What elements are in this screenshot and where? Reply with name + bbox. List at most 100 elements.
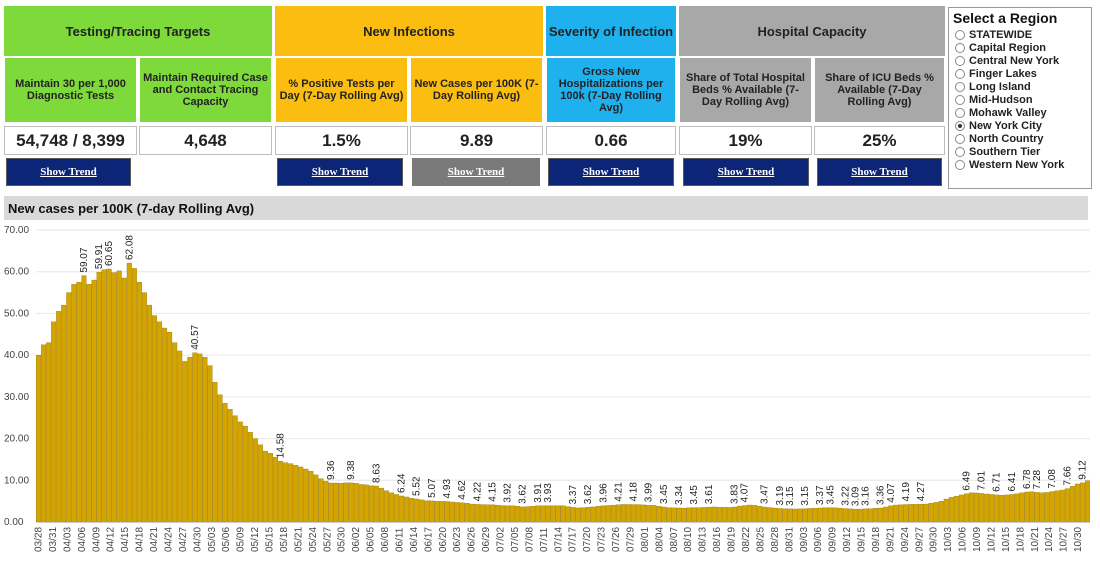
bar bbox=[1074, 483, 1080, 523]
x-tick-label: 07/02 bbox=[496, 527, 507, 552]
metric-hospital-beds: Share of Total Hospital Beds % Available… bbox=[679, 57, 812, 155]
show-trend-button-diagnostic-tests[interactable]: Show Trend bbox=[6, 158, 131, 186]
bar bbox=[530, 505, 536, 523]
bar bbox=[777, 508, 783, 523]
show-trend-button-hospital-beds[interactable]: Show Trend bbox=[683, 158, 809, 186]
x-tick-label: 04/27 bbox=[178, 527, 189, 552]
bar bbox=[298, 466, 304, 523]
x-tick-label: 09/21 bbox=[885, 527, 896, 552]
show-trend-button-icu-beds[interactable]: Show Trend bbox=[817, 158, 942, 186]
region-option[interactable]: STATEWIDE bbox=[953, 28, 1087, 41]
region-option-label: STATEWIDE bbox=[969, 28, 1033, 41]
region-option-label: Mohawk Valley bbox=[969, 106, 1047, 119]
bar bbox=[863, 508, 869, 523]
region-option[interactable]: Finger Lakes bbox=[953, 67, 1087, 80]
bar bbox=[752, 505, 758, 523]
region-option[interactable]: North Country bbox=[953, 132, 1087, 145]
x-tick-label: 10/12 bbox=[986, 527, 997, 552]
bar bbox=[338, 483, 344, 523]
metric-new-cases: New Cases per 100K (7-Day Rolling Avg) 9… bbox=[410, 57, 543, 155]
bar bbox=[91, 279, 97, 523]
bar bbox=[1079, 482, 1085, 523]
metric-label: Gross New Hospitalizations per 100k (7-D… bbox=[546, 57, 676, 123]
group-header-testing: Testing/Tracing Targets bbox=[4, 6, 272, 56]
bar bbox=[726, 507, 732, 523]
radio-icon[interactable] bbox=[955, 120, 965, 131]
data-label: 3.47 bbox=[760, 484, 771, 504]
bar bbox=[1014, 493, 1020, 523]
x-tick-label: 05/15 bbox=[265, 527, 276, 552]
bar bbox=[1034, 492, 1040, 523]
bar bbox=[1085, 480, 1090, 523]
bar bbox=[116, 270, 122, 523]
x-tick-label: 08/10 bbox=[683, 527, 694, 552]
data-label: 4.27 bbox=[916, 481, 927, 501]
bar bbox=[237, 421, 243, 523]
bar bbox=[631, 504, 637, 523]
show-trend-button-positive-rate[interactable]: Show Trend bbox=[277, 158, 403, 186]
bar bbox=[489, 504, 495, 523]
data-label: 9.38 bbox=[346, 460, 357, 480]
region-option[interactable]: Mid-Hudson bbox=[953, 93, 1087, 106]
radio-icon[interactable] bbox=[955, 68, 965, 79]
bar bbox=[81, 275, 87, 523]
bar bbox=[787, 508, 793, 523]
x-tick-label: 04/30 bbox=[192, 527, 203, 552]
show-trend-button-new-cases[interactable]: Show Trend bbox=[412, 158, 540, 186]
region-option-label: Mid-Hudson bbox=[969, 93, 1033, 106]
bar bbox=[883, 506, 889, 523]
data-label: 3.62 bbox=[583, 484, 594, 504]
radio-icon[interactable] bbox=[955, 146, 965, 157]
region-option[interactable]: Southern Tier bbox=[953, 145, 1087, 158]
x-tick-label: 08/28 bbox=[770, 527, 781, 552]
x-tick-label: 07/23 bbox=[597, 527, 608, 552]
data-label: 4.21 bbox=[613, 482, 624, 502]
region-option[interactable]: Central New York bbox=[953, 54, 1087, 67]
x-tick-label: 05/12 bbox=[250, 527, 261, 552]
bar bbox=[797, 508, 803, 523]
bar bbox=[500, 505, 505, 523]
x-tick-label: 10/15 bbox=[1001, 527, 1012, 552]
radio-icon[interactable] bbox=[955, 133, 965, 144]
bar bbox=[141, 292, 147, 523]
data-label: 3.22 bbox=[840, 486, 851, 506]
radio-icon[interactable] bbox=[955, 29, 965, 40]
bar bbox=[979, 493, 985, 523]
show-trend-button-hospitalizations[interactable]: Show Trend bbox=[548, 158, 674, 186]
region-option[interactable]: Western New York bbox=[953, 158, 1087, 171]
region-option[interactable]: New York City bbox=[953, 119, 1087, 132]
radio-icon[interactable] bbox=[955, 81, 965, 92]
data-label: 3.19 bbox=[775, 486, 786, 506]
y-tick-label: 30.00 bbox=[4, 392, 29, 403]
region-option[interactable]: Capital Region bbox=[953, 41, 1087, 54]
x-tick-label: 09/27 bbox=[914, 527, 925, 552]
data-label: 3.15 bbox=[800, 486, 811, 506]
bar bbox=[126, 262, 132, 523]
region-option[interactable]: Long Island bbox=[953, 80, 1087, 93]
data-label: 4.22 bbox=[472, 481, 483, 501]
bar bbox=[772, 507, 778, 523]
radio-icon[interactable] bbox=[955, 42, 965, 53]
bar bbox=[439, 501, 445, 523]
data-label: 5.52 bbox=[412, 476, 423, 496]
bar bbox=[429, 500, 435, 523]
bar bbox=[414, 498, 420, 523]
bar bbox=[278, 461, 284, 523]
metric-label: Share of Total Hospital Beds % Available… bbox=[679, 57, 812, 123]
radio-icon[interactable] bbox=[955, 55, 965, 66]
radio-icon[interactable] bbox=[955, 107, 965, 118]
bar bbox=[424, 500, 430, 523]
bar bbox=[757, 505, 763, 523]
data-label: 7.66 bbox=[1062, 466, 1073, 486]
bar bbox=[686, 507, 692, 523]
radio-icon[interactable] bbox=[955, 94, 965, 105]
bar bbox=[288, 463, 294, 523]
data-label: 14.58 bbox=[276, 433, 287, 458]
bar bbox=[56, 311, 62, 523]
x-tick-label: 10/21 bbox=[1030, 527, 1041, 552]
radio-icon[interactable] bbox=[955, 159, 965, 170]
bar bbox=[273, 457, 279, 523]
x-tick-label: 03/31 bbox=[48, 527, 59, 552]
bar bbox=[242, 425, 248, 523]
region-option[interactable]: Mohawk Valley bbox=[953, 106, 1087, 119]
